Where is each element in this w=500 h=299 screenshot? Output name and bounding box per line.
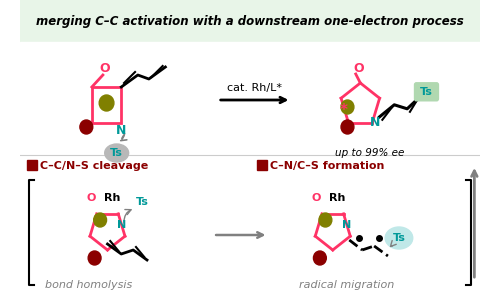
Text: cat. Rh/L*: cat. Rh/L* — [227, 83, 282, 93]
Text: Ts: Ts — [392, 233, 406, 243]
Text: Rh: Rh — [329, 193, 345, 203]
Circle shape — [88, 251, 101, 265]
Bar — [258, 160, 266, 170]
Text: N: N — [116, 220, 126, 230]
Text: Ts: Ts — [136, 197, 149, 207]
Text: O: O — [312, 193, 321, 203]
Text: *: * — [340, 103, 348, 118]
Circle shape — [80, 120, 93, 134]
Text: Ts: Ts — [420, 87, 433, 97]
Text: up to 99% ee: up to 99% ee — [335, 148, 404, 158]
Bar — [20, 0, 480, 42]
Text: merging C–C activation with a downstream one-electron process: merging C–C activation with a downstream… — [36, 16, 464, 28]
Bar — [28, 160, 36, 170]
Text: radical migration: radical migration — [299, 280, 394, 290]
Text: N: N — [116, 123, 126, 137]
Text: bond homolysis: bond homolysis — [46, 280, 132, 290]
Text: C–N/C–S formation: C–N/C–S formation — [270, 161, 384, 171]
Ellipse shape — [104, 144, 128, 162]
Circle shape — [314, 251, 326, 265]
Circle shape — [341, 120, 354, 134]
Text: C–C/N–S cleavage: C–C/N–S cleavage — [40, 161, 148, 171]
Text: O: O — [100, 62, 110, 76]
Text: O: O — [86, 193, 96, 203]
Text: Ts: Ts — [110, 148, 123, 158]
Text: O: O — [353, 62, 364, 76]
Ellipse shape — [385, 227, 413, 249]
Text: N: N — [370, 116, 380, 129]
Text: Rh: Rh — [104, 193, 120, 203]
Text: N: N — [342, 220, 351, 230]
Circle shape — [99, 95, 114, 111]
Circle shape — [319, 213, 332, 227]
FancyBboxPatch shape — [414, 83, 438, 101]
Bar — [20, 42, 480, 299]
Circle shape — [94, 213, 106, 227]
Circle shape — [341, 100, 354, 114]
